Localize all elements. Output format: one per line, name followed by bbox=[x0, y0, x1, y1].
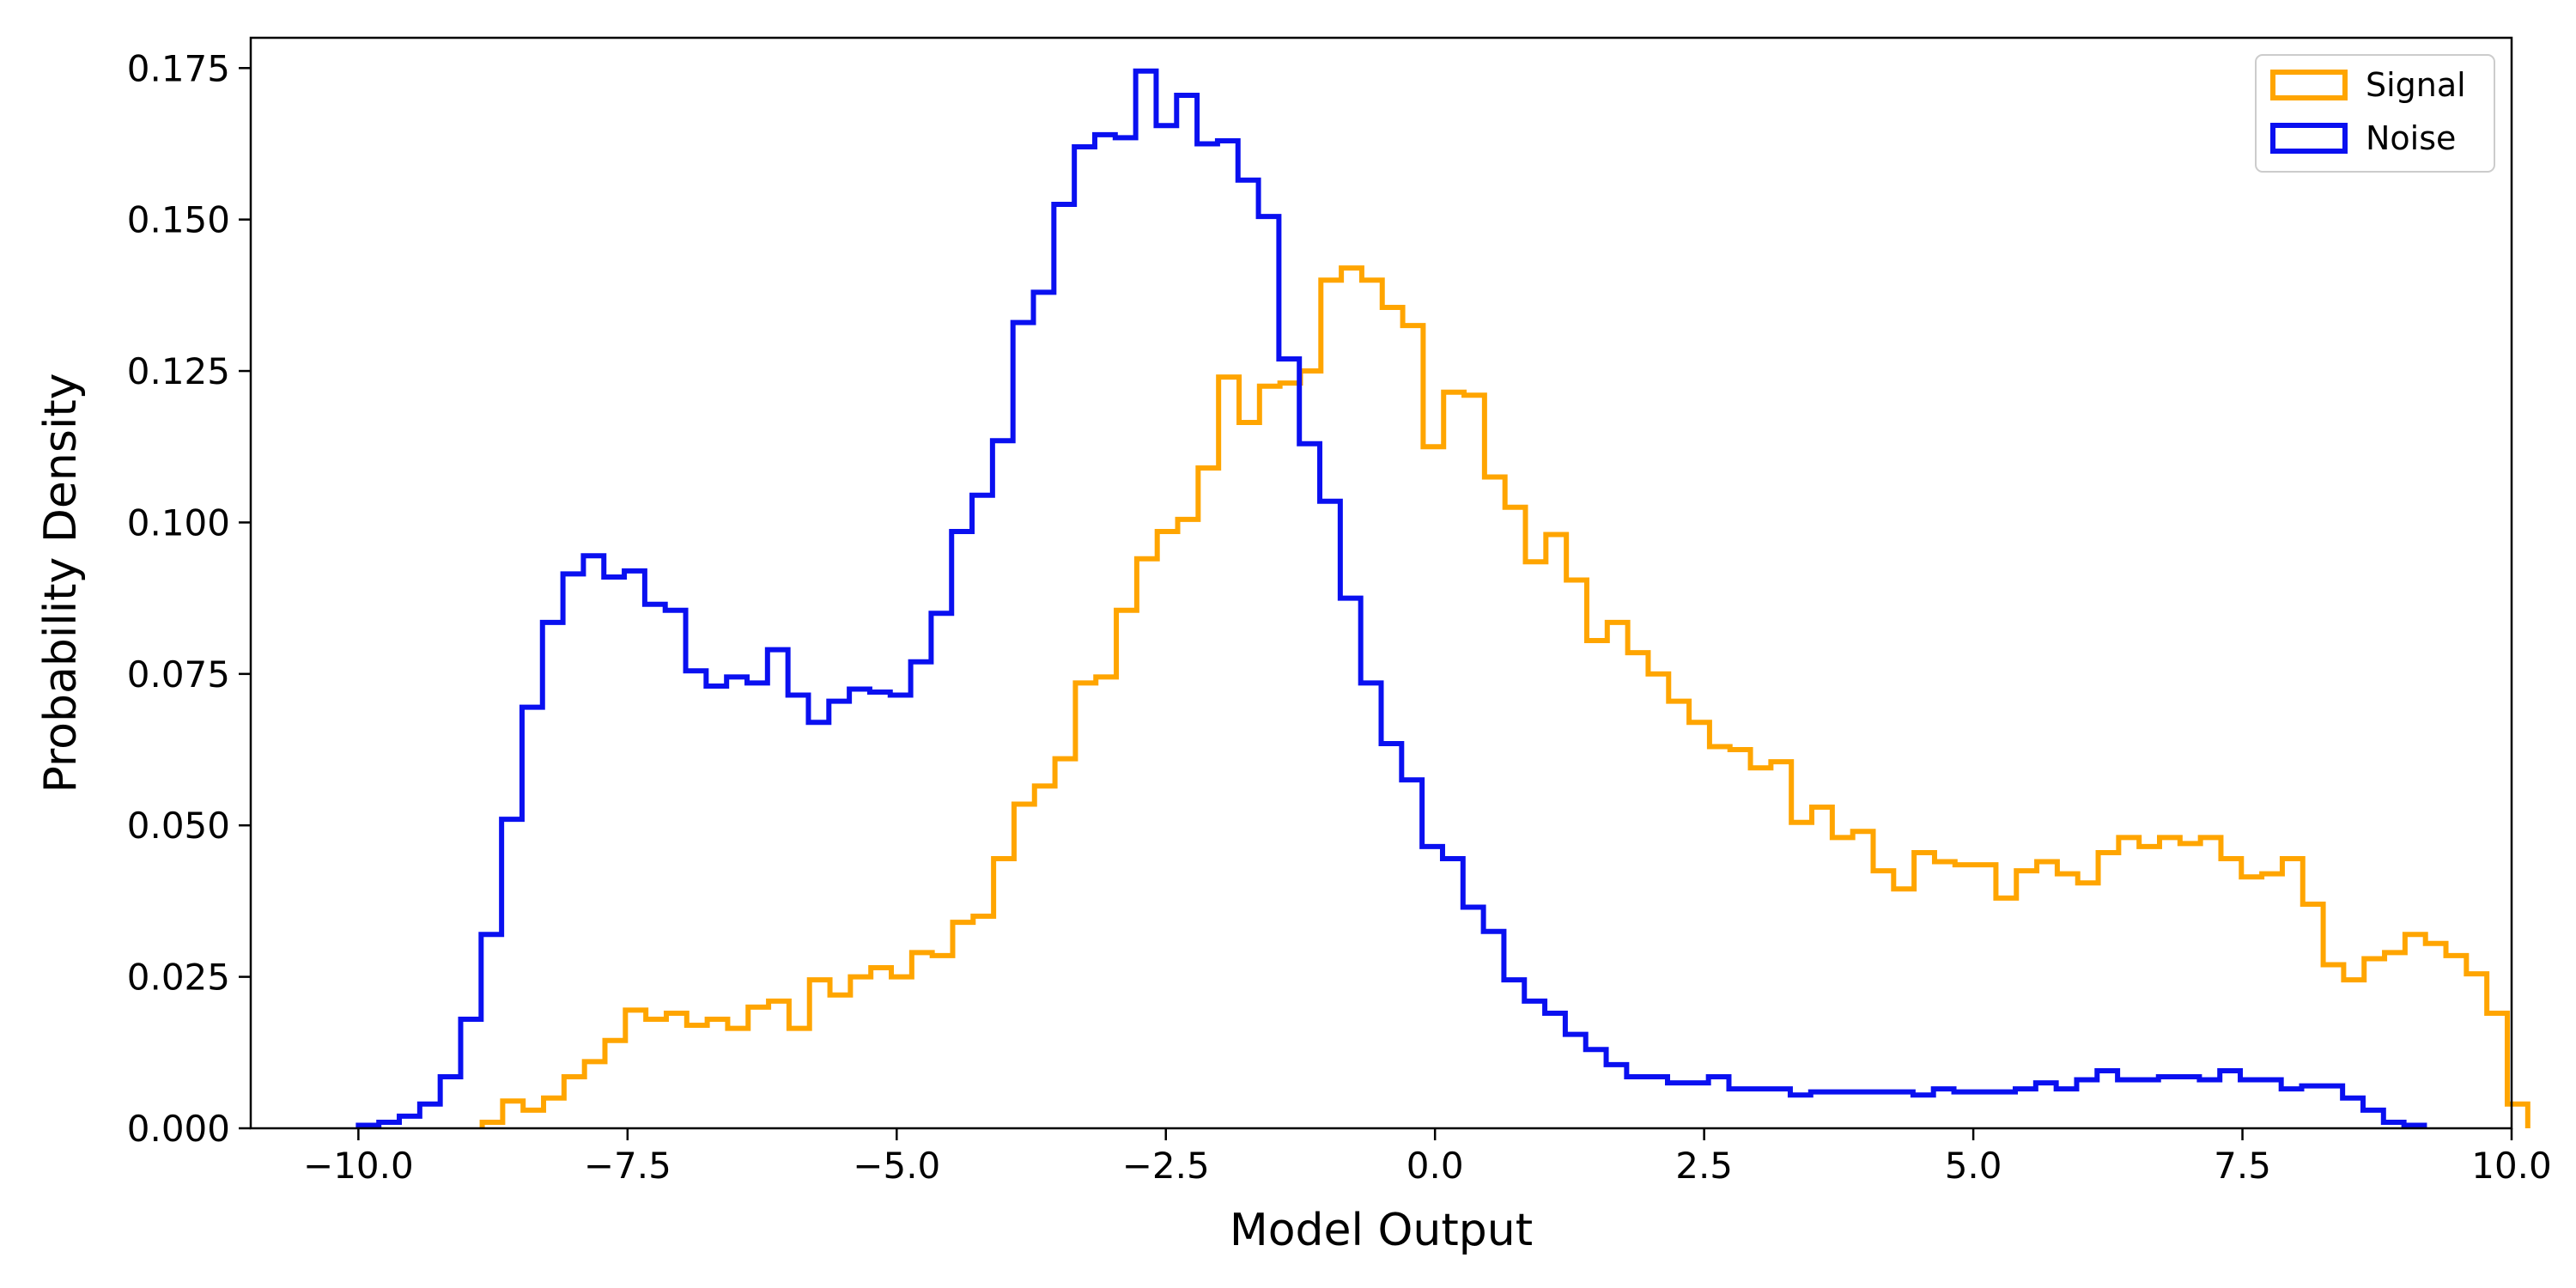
x-tick-label: 5.0 bbox=[1945, 1145, 2002, 1187]
y-tick-label: 0.025 bbox=[127, 957, 230, 999]
y-tick-label: 0.050 bbox=[127, 805, 230, 847]
legend: Signal Noise bbox=[2255, 54, 2495, 173]
y-tick-label: 0.125 bbox=[127, 350, 230, 392]
y-tick-label: 0.150 bbox=[127, 199, 230, 241]
x-tick-label: 7.5 bbox=[2214, 1145, 2271, 1187]
x-tick-label: −7.5 bbox=[584, 1145, 671, 1187]
x-tick-label: 0.0 bbox=[1406, 1145, 1464, 1187]
x-tick-label: −2.5 bbox=[1122, 1145, 1210, 1187]
x-tick-label: −5.0 bbox=[853, 1145, 940, 1187]
legend-label-noise: Noise bbox=[2366, 119, 2456, 157]
x-axis: −10.0 −7.5 −5.0 −2.5 0.0 2.5 5.0 7.5 10.0 bbox=[303, 1128, 2552, 1187]
y-tick-label: 0.100 bbox=[127, 501, 230, 544]
x-tick-label: 2.5 bbox=[1675, 1145, 1733, 1187]
series-noise-step-line bbox=[355, 68, 2427, 1128]
y-tick-label: 0.075 bbox=[127, 653, 230, 696]
legend-swatch-signal bbox=[2270, 70, 2348, 100]
x-tick-label: 10.0 bbox=[2471, 1145, 2552, 1187]
legend-swatch-noise bbox=[2270, 123, 2348, 154]
series-layer bbox=[355, 68, 2530, 1128]
x-axis-label: Model Output bbox=[1230, 1205, 1533, 1256]
y-tick-label: 0.175 bbox=[127, 47, 230, 89]
legend-label-signal: Signal bbox=[2366, 66, 2466, 104]
legend-box bbox=[2255, 54, 2495, 173]
series-signal-step-line bbox=[479, 265, 2530, 1128]
plot-area-frame bbox=[249, 36, 2513, 1130]
y-tick-label: 0.000 bbox=[127, 1108, 230, 1150]
x-tick-label: −10.0 bbox=[303, 1145, 414, 1187]
y-axis: 0.000 0.025 0.050 0.075 0.100 0.125 0.150 0.175 bbox=[127, 47, 251, 1150]
y-axis-label: Probability Density bbox=[35, 373, 87, 793]
